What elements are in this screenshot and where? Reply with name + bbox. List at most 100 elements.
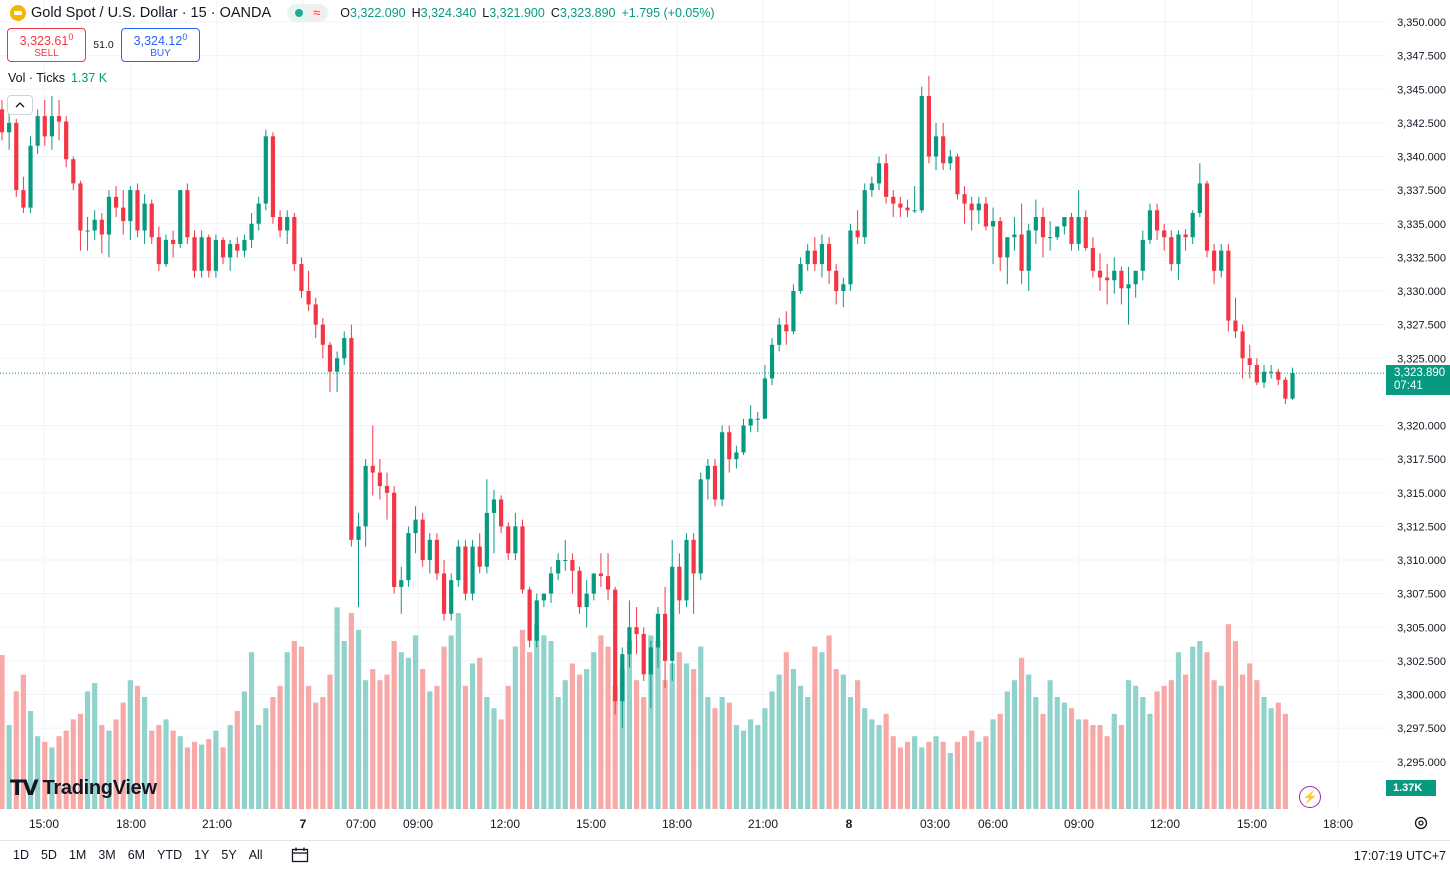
candle-body <box>199 237 204 271</box>
candle-body <box>712 465 718 500</box>
volume-bar <box>213 730 219 809</box>
volume-bar <box>106 730 112 809</box>
calendar-goto-icon[interactable] <box>291 847 309 863</box>
utc-clock[interactable]: 17:07:19 UTC+7 <box>1353 849 1446 863</box>
volume-bar <box>748 719 754 809</box>
price-axis[interactable]: 3,350.000 3,347.500 3,345.000 3,342.500 3,34… <box>1397 17 1446 769</box>
volume-bar <box>1040 713 1046 809</box>
volume-bar <box>1240 674 1246 809</box>
candle-body <box>1012 234 1017 238</box>
candle-body <box>35 116 40 146</box>
range-button-1y[interactable]: 1Y <box>194 848 210 862</box>
candle-body <box>270 136 276 218</box>
range-button-ytd[interactable]: YTD <box>157 848 183 862</box>
volume-bar <box>391 641 397 809</box>
range-button-5y[interactable]: 5Y <box>221 848 237 862</box>
volume-bar <box>305 685 312 809</box>
candle-body <box>163 239 169 265</box>
candle-body <box>527 589 532 641</box>
candle-body <box>605 576 611 590</box>
collapse-legend-button[interactable] <box>7 95 33 115</box>
candle-body <box>456 546 461 581</box>
candle-body <box>392 492 397 587</box>
volume-bar <box>113 719 119 809</box>
volume-bar <box>512 646 518 809</box>
volume-bar <box>626 641 633 809</box>
volume-bar <box>576 674 583 809</box>
candle-body <box>1283 379 1288 399</box>
time-tick-label: 18:00 <box>662 817 692 831</box>
candle-body <box>85 230 90 232</box>
candle-body <box>413 519 418 534</box>
volume-bar <box>1097 725 1103 809</box>
volume-bar <box>163 719 169 809</box>
candle-body <box>998 221 1003 258</box>
lightning-icon[interactable]: ⚡ <box>1299 786 1321 808</box>
volume-bar <box>405 657 412 809</box>
time-tick-label: 06:00 <box>978 817 1008 831</box>
range-button-3m[interactable]: 3M <box>98 848 116 862</box>
candle-body <box>484 512 489 567</box>
candle-body <box>277 217 283 231</box>
range-button-all[interactable]: All <box>248 848 263 862</box>
time-tick-label: 09:00 <box>1064 817 1094 831</box>
candle-body <box>534 600 539 641</box>
tradingview-logo[interactable]: TV TradingView <box>10 776 157 800</box>
candle-body <box>113 196 119 208</box>
volume-bar <box>177 736 183 809</box>
buy-button[interactable]: 3,324.120 BUY <box>121 28 200 62</box>
volume-bar <box>134 685 141 809</box>
volume-bar <box>548 641 554 809</box>
time-tick-label: 7 <box>300 817 307 831</box>
volume-histogram <box>0 607 1288 809</box>
price-tick-label: 3,307.500 <box>1397 589 1446 601</box>
range-button-5d[interactable]: 5D <box>40 848 57 862</box>
candle-body <box>520 526 525 590</box>
candle-body <box>570 560 575 571</box>
volume-legend[interactable]: Vol · Ticks 1.37 K <box>8 71 107 85</box>
candle-body <box>1055 226 1060 238</box>
volume-bar <box>1140 697 1146 809</box>
candle-body <box>206 237 211 271</box>
range-button-6m[interactable]: 6M <box>127 848 146 862</box>
volume-bar <box>969 730 975 809</box>
symbol-title[interactable]: Gold Spot / U.S. Dollar · 15 · OANDA <box>31 5 272 21</box>
volume-bar <box>648 635 654 809</box>
volume-bar <box>384 674 390 809</box>
candle-body <box>7 122 12 133</box>
price-tick-label: 3,300.000 <box>1397 690 1446 702</box>
volume-bar <box>926 741 932 809</box>
candle-body <box>185 190 190 238</box>
sell-button[interactable]: 3,323.610 SELL <box>7 28 86 62</box>
candle-body <box>56 116 62 122</box>
range-button-1m[interactable]: 1M <box>68 848 87 862</box>
candle-body <box>220 239 226 258</box>
price-tick-label: 3,350.000 <box>1397 17 1446 29</box>
candle-body <box>1147 210 1153 240</box>
time-axis[interactable]: 15:00 18:00 21:00 7 07:00 09:00 12:00 15:00 18:0… <box>29 817 1353 831</box>
candle-body <box>556 560 561 574</box>
time-tick-label: 8 <box>846 817 853 831</box>
candle-body <box>513 526 518 554</box>
volume-bar <box>170 730 176 809</box>
volume-bar <box>954 741 961 809</box>
buy-label: BUY <box>150 48 171 60</box>
gear-icon[interactable] <box>1413 815 1429 831</box>
candle-body <box>620 654 625 702</box>
volume-bar <box>35 736 41 809</box>
volume-bar <box>227 725 233 809</box>
candle-body <box>449 580 454 614</box>
volume-bar <box>156 725 162 809</box>
volume-bar <box>498 719 504 809</box>
candle-body <box>848 230 853 285</box>
candle-body <box>727 432 732 460</box>
volume-bar <box>20 674 26 809</box>
candle-body <box>28 145 33 208</box>
range-button-1d[interactable]: 1D <box>13 848 29 862</box>
market-status[interactable]: ≈ <box>287 4 329 22</box>
volume-bar <box>191 741 198 809</box>
candle-body <box>299 264 304 291</box>
volume-bar <box>1282 713 1288 809</box>
candle-body <box>14 122 19 191</box>
